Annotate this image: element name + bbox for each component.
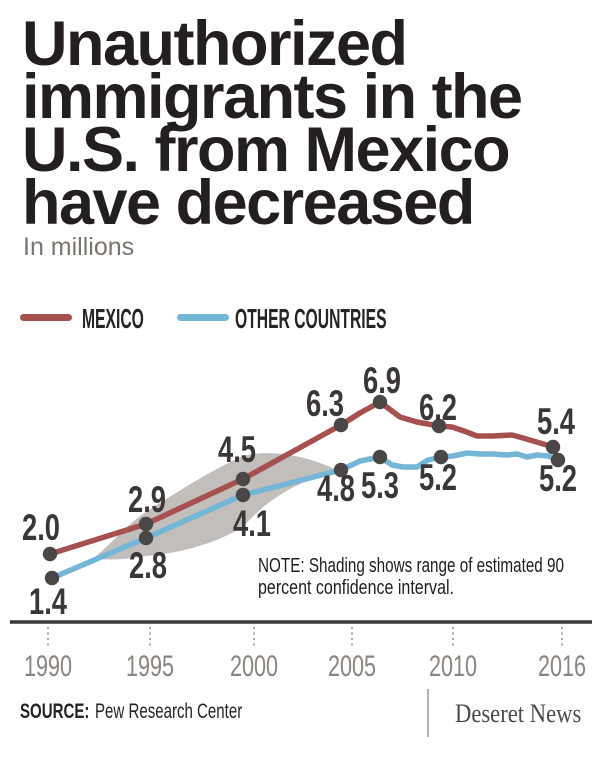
other-point-2016	[550, 452, 566, 468]
legend-label-mexico: MEXICO	[82, 303, 144, 334]
legend-label-other-countries: OTHER COUNTRIES	[235, 303, 387, 334]
title-line-3: U.S. from Mexico	[22, 115, 511, 185]
x-tick-label-1995: 1995	[126, 650, 174, 683]
mexico-label-2007: 6.9	[363, 360, 401, 401]
other-label-1990: 1.4	[29, 581, 67, 622]
note-line-2: percent confidence interval.	[258, 576, 454, 599]
other-label-2016: 5.2	[539, 458, 577, 499]
other-countries-points	[44, 449, 566, 586]
mexico-label-2000: 4.5	[218, 429, 256, 470]
title-line-2: immigrants in the	[22, 62, 523, 132]
other-label-2007: 5.3	[361, 465, 399, 506]
legend-swatch-mexico	[20, 314, 72, 321]
mexico-points	[42, 394, 561, 562]
x-tick-label-2016: 2016	[538, 650, 586, 683]
mexico-label-1995: 2.9	[128, 479, 166, 520]
x-tick-label-2010: 2010	[429, 650, 477, 683]
source-row: SOURCE: Pew Research Center	[20, 699, 242, 724]
mexico-point-1995	[138, 516, 154, 532]
mexico-point-1990	[42, 546, 58, 562]
other-point-2000	[235, 487, 251, 503]
note-line-1: NOTE: Shading shows range of estimated 9…	[258, 554, 564, 577]
mexico-point-2016	[545, 439, 561, 455]
brand-divider	[427, 689, 429, 737]
other-point-1990	[44, 570, 60, 586]
x-tick-label-2000: 2000	[230, 650, 278, 683]
source-label: SOURCE:	[20, 699, 90, 723]
other-label-2010: 5.2	[419, 457, 457, 498]
source-value: Pew Research Center	[95, 699, 243, 723]
mexico-label-2010: 6.2	[419, 387, 457, 428]
mexico-label-2016: 5.4	[537, 401, 575, 442]
other-label-2005: 4.8	[317, 468, 355, 509]
other-point-1995	[138, 530, 154, 546]
other-label-1995: 2.8	[129, 545, 167, 586]
mexico-point-2005	[333, 417, 349, 433]
other-point-2007	[372, 449, 388, 465]
x-tick-label-1990: 1990	[24, 650, 72, 683]
brand-logo: Deseret News	[455, 699, 582, 728]
mexico-label-1990: 2.0	[22, 507, 60, 548]
mexico-point-2007	[372, 394, 388, 410]
other-point-2010	[433, 449, 449, 465]
legend-swatch-other-countries	[177, 314, 229, 321]
mexico-point-2000	[235, 471, 251, 487]
other-label-2000: 4.1	[233, 503, 271, 544]
x-tick-label-2005: 2005	[328, 650, 376, 683]
chart-subtitle: In millions	[23, 233, 135, 261]
title-line-4: have decreased	[22, 168, 475, 238]
mexico-point-2010	[431, 418, 447, 434]
title-line-1: Unauthorized	[22, 9, 408, 79]
mexico-label-2005: 6.3	[306, 383, 344, 424]
x-axis-ticks	[47, 627, 563, 648]
chart-title: Unauthorized immigrants in the U.S. from…	[22, 9, 523, 238]
other-point-2005	[333, 462, 349, 478]
